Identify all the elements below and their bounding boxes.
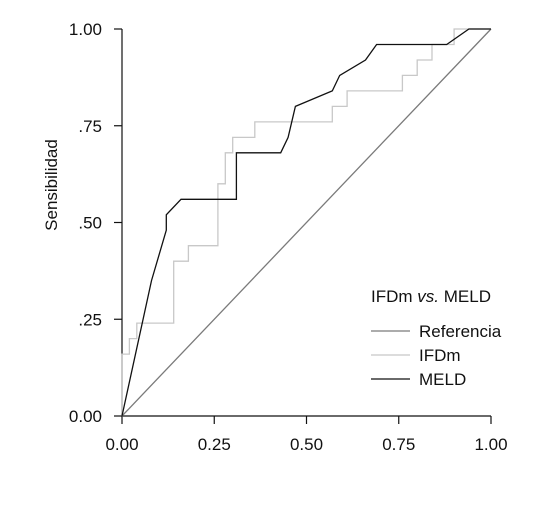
series-line-meld — [121, 28, 491, 417]
x-axis: 0.00 0.25 0.50 0.75 1.00 — [105, 415, 508, 454]
legend-items: Referencia IFDm MELD — [371, 322, 502, 389]
series-layer — [121, 28, 492, 417]
x-tick-label: 1.00 — [474, 435, 507, 454]
series-line-ifdm — [121, 28, 491, 416]
x-ticks: 0.00 0.25 0.50 0.75 1.00 — [105, 416, 508, 454]
x-tick-label: 0.25 — [198, 435, 231, 454]
legend: IFDm vs. MELD Referencia IFDm MELD — [371, 287, 502, 389]
legend-label-ifdm: IFDm — [419, 346, 461, 365]
y-axis: 0.00 .25 .50 .75 1.00 Sensibilidad — [42, 20, 123, 426]
y-tick-label: .25 — [78, 310, 102, 329]
legend-label-referencia: Referencia — [419, 322, 502, 341]
legend-label-meld: MELD — [419, 370, 466, 389]
y-axis-title: Sensibilidad — [42, 139, 61, 231]
x-tick-label: 0.75 — [382, 435, 415, 454]
y-tick-label: .75 — [78, 117, 102, 136]
x-tick-label: 0.00 — [105, 435, 138, 454]
y-tick-label: .50 — [78, 214, 102, 233]
series-line-referencia — [121, 28, 492, 417]
y-tick-label: 0.00 — [69, 407, 102, 426]
y-tick-label: 1.00 — [69, 20, 102, 39]
y-ticks: 0.00 .25 .50 .75 1.00 — [69, 20, 122, 426]
legend-title: IFDm vs. MELD — [371, 287, 491, 306]
x-tick-label: 0.50 — [290, 435, 323, 454]
